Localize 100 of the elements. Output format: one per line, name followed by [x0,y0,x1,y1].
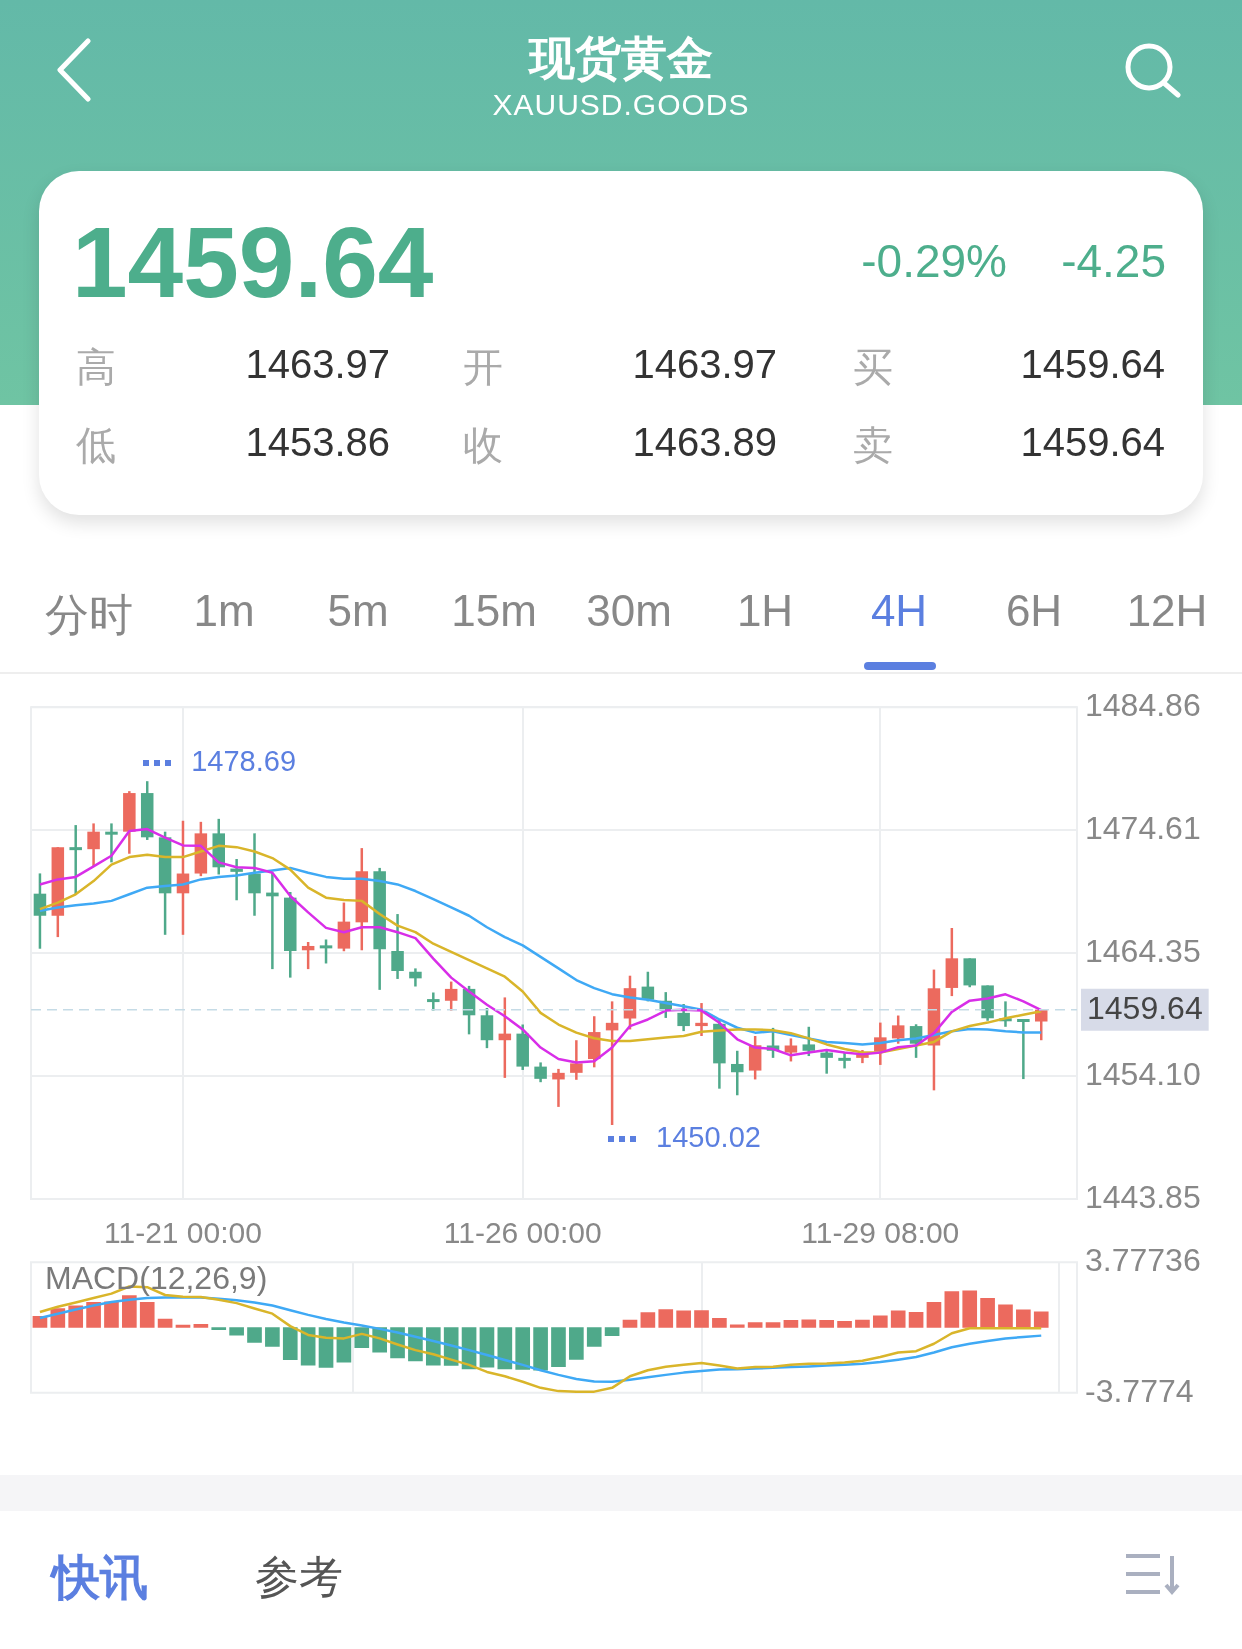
y-tick-label: -3.7774 [1085,1372,1194,1409]
bar [962,1290,978,1328]
bar [175,1324,191,1328]
candlestick [802,1025,816,1058]
x-tick-label: 11-26 00:00 [443,1216,602,1250]
candlestick [534,1061,547,1084]
bar [122,1295,137,1328]
bar [515,1327,531,1370]
y-tick-label: 1443.85 [1085,1178,1201,1215]
text: 1463.97 [632,342,777,387]
candlestick [784,1037,798,1063]
candlestick [570,1038,583,1082]
bar [926,1302,942,1328]
bar [980,1297,995,1328]
candlestick [409,967,422,988]
text: -0.29% [861,234,1007,288]
bar [300,1327,316,1366]
bar [998,1304,1013,1328]
bar [1033,1311,1049,1328]
bar [855,1319,870,1328]
text: 参考 [255,1551,343,1603]
bar [247,1327,262,1343]
bar [890,1310,906,1328]
bar [694,1310,709,1328]
bar [265,1327,280,1347]
x-tick-label: 11-29 08:00 [801,1216,960,1250]
candlestick [427,991,440,1012]
text: 高 [76,344,116,391]
text: 1459.64 [1020,420,1165,465]
chart-title: MACD(12,26,9) [45,1260,268,1297]
bar [640,1312,656,1328]
candlestick [391,912,404,981]
bar [193,1324,209,1328]
candlestick [677,1002,690,1033]
bar [712,1318,727,1328]
bar [729,1324,745,1328]
text: -4.25 [1061,234,1166,288]
bar [908,1311,924,1328]
bar [497,1327,513,1370]
text: 快讯 [52,1550,148,1606]
bar [622,1319,638,1328]
text: 买 [853,344,893,391]
y-tick-label: 1484.86 [1085,687,1201,724]
text: 4H [869,586,929,636]
bar [747,1322,763,1328]
bar [1016,1309,1031,1328]
candlestick [319,938,333,965]
ref-line-label: 1459.64 [1087,990,1203,1027]
bar [944,1291,960,1328]
text: 1463.89 [632,420,777,465]
y-tick-label: 1464.35 [1085,932,1201,969]
x-tick-label: 11-21 00:00 [104,1216,262,1250]
candlestick [552,1067,565,1109]
candlestick [731,1049,744,1097]
text: 低 [76,422,116,469]
bar [676,1310,691,1328]
bar [211,1327,227,1330]
annotation: 1450.02 [656,1121,761,1154]
candlestick [69,823,82,896]
text: 1459.64 [72,205,434,320]
bar [157,1318,173,1328]
candlestick [444,980,458,1012]
text: 分时 [44,589,134,641]
text: 收 [463,422,503,469]
y-tick-label: 3.77736 [1085,1242,1201,1279]
bar [604,1327,620,1336]
text: 开 [463,344,503,391]
candlestick [87,822,100,868]
bar [819,1320,835,1328]
text: 1453.86 [245,420,390,465]
candlestick [248,832,261,917]
bar [282,1327,298,1360]
y-tick-label: 1474.61 [1085,809,1201,846]
text: 卖 [853,422,893,469]
bar [569,1327,584,1360]
annotation: 1478.69 [191,745,297,778]
text: 30m [585,586,673,636]
bar [229,1327,244,1336]
bar [658,1309,674,1328]
candlestick [105,822,118,864]
text: 5m [326,586,390,636]
text: 6H [1004,586,1064,636]
text: 15m [450,586,538,636]
text: XAUUSD.GOODS [491,88,751,122]
y-tick-label: 1454.10 [1085,1055,1201,1092]
bar [586,1327,602,1347]
text: 1463.97 [245,342,390,387]
bar [86,1302,101,1328]
text: 12H [1125,586,1209,636]
bar [318,1327,334,1368]
bar [551,1327,566,1368]
bar [801,1319,817,1328]
candlestick [1017,1017,1030,1081]
bar [765,1322,781,1328]
bar [872,1315,888,1328]
bar [139,1302,155,1328]
bar [533,1327,548,1371]
text: 1H [735,586,795,636]
text: 1459.64 [1020,342,1165,387]
text: 1m [192,586,256,636]
